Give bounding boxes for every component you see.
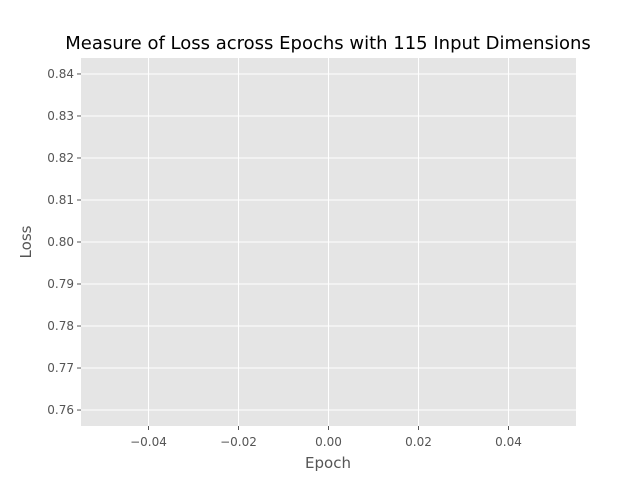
x-axis-label: Epoch	[305, 454, 351, 472]
x-axis-ticks: −0.04 −0.02 0.00 0.02 0.04	[130, 426, 522, 449]
y-tick-label: 0.84	[47, 67, 74, 81]
y-tick-label: 0.78	[47, 319, 74, 333]
y-tick-label: 0.83	[47, 109, 74, 123]
y-tick-label: 0.79	[47, 277, 74, 291]
y-tick-label: 0.82	[47, 151, 74, 165]
x-tick-label: −0.04	[130, 435, 167, 449]
x-tick-label: −0.02	[220, 435, 257, 449]
chart-title: Measure of Loss across Epochs with 115 I…	[65, 33, 591, 54]
y-tick-label: 0.76	[47, 403, 74, 417]
y-axis-ticks: 0.76 0.77 0.78 0.79 0.80 0.81 0.82 0.83 0.84	[47, 67, 81, 417]
y-axis-label: Loss	[17, 225, 35, 258]
x-tick-label: 0.00	[315, 435, 342, 449]
y-tick-label: 0.77	[47, 361, 74, 375]
grid-lines	[81, 58, 576, 426]
x-tick-label: 0.02	[405, 435, 432, 449]
y-tick-label: 0.81	[47, 193, 74, 207]
y-tick-label: 0.80	[47, 235, 74, 249]
x-tick-label: 0.04	[495, 435, 522, 449]
